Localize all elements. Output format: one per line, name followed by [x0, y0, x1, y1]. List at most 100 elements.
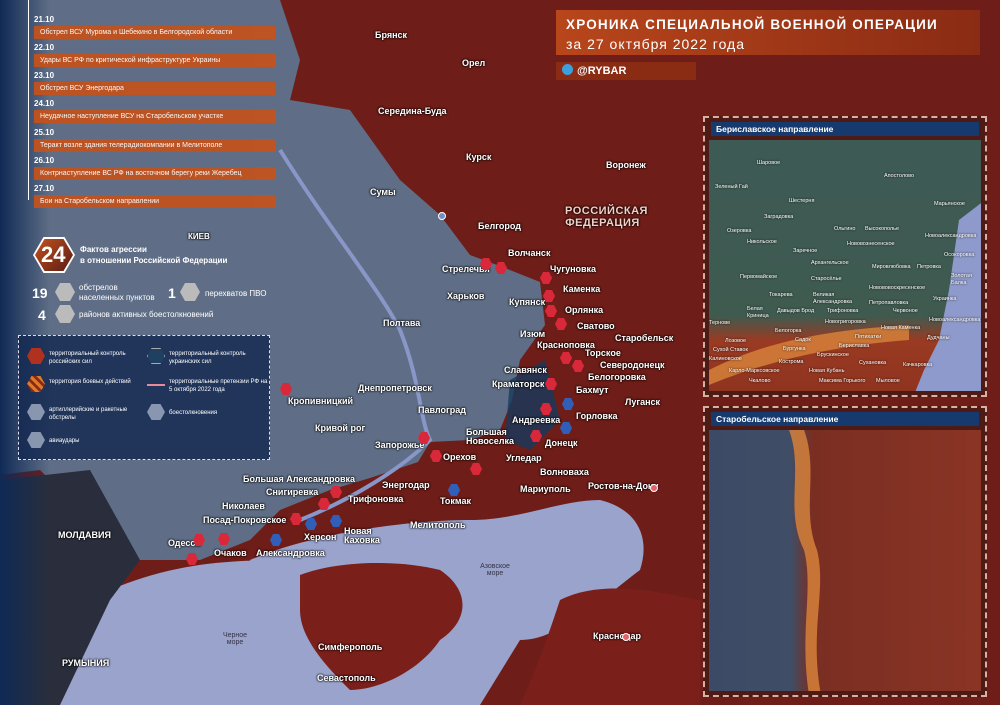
city-label: Энергодар	[382, 480, 430, 490]
clash-marker-icon[interactable]	[545, 305, 557, 317]
shelling-marker-icon[interactable]	[545, 378, 557, 390]
clash-marker-icon[interactable]	[560, 352, 572, 364]
brand-badge[interactable]: @RYBAR	[556, 62, 696, 80]
shelling-marker-icon[interactable]	[470, 463, 482, 475]
timeline-date: 27.10	[34, 184, 55, 193]
timeline-event: Бои на Старобельском направлении	[34, 195, 276, 208]
inset-label: Новоалександровка	[925, 233, 977, 239]
city-label: Волноваха	[540, 467, 589, 477]
inset-label: Высокополье	[865, 226, 900, 232]
inset-label: Карло-Марксовское	[729, 368, 780, 374]
inset-label: Великая Александровка	[813, 292, 853, 305]
city-label: Запорожье	[375, 440, 425, 450]
city-label: Новая Каховка	[344, 526, 380, 545]
inset-label: Брускинское	[817, 352, 849, 358]
black-sea-label: Черное море	[222, 632, 248, 646]
airstrike-marker-icon[interactable]	[305, 518, 317, 530]
city-label: Славянск	[504, 365, 547, 375]
timeline-item: 23.10 Обстрел ВСУ Энергодара	[16, 71, 276, 95]
lightning-icon	[55, 305, 75, 323]
azov-sea-label: Азовское море	[480, 563, 510, 577]
city-label: Очаков	[214, 548, 247, 558]
inset-label: Чкалово	[749, 378, 771, 384]
header-banner: ХРОНИКА СПЕЦИАЛЬНОЙ ВОЕННОЙ ОПЕРАЦИИ за …	[556, 10, 980, 55]
inset-label: Нововознесенское	[847, 241, 895, 247]
air-defense-marker-icon[interactable]	[193, 534, 205, 546]
inset-label: Давыдов Брод	[777, 308, 815, 314]
inset-label: Шестерня	[789, 198, 815, 204]
inset-label: Зеленый Гай	[715, 184, 748, 190]
shelling-marker-icon[interactable]	[330, 486, 342, 498]
city-label: Кривой рог	[315, 423, 366, 433]
city-label: Посад-Покровское	[203, 515, 287, 525]
shelling-marker-icon[interactable]	[430, 450, 442, 462]
airstrike-marker-icon[interactable]	[448, 484, 460, 496]
airstrike-marker-icon[interactable]	[270, 534, 282, 546]
airstrike-marker-icon[interactable]	[560, 422, 572, 434]
lightning-icon	[147, 404, 165, 420]
timeline-item: 24.10 Неудачное наступление ВСУ на Староб…	[16, 99, 276, 123]
inset-label: Старосёлье	[811, 276, 842, 282]
inset-label: Петропавловка	[869, 300, 909, 306]
city-label: Орлянка	[565, 305, 604, 315]
legend-combat: территория боевых действий	[49, 379, 131, 385]
shelling-marker-icon[interactable]	[540, 403, 552, 415]
legend-claims: территориальные претензии РФ на 5 октябр…	[169, 379, 268, 393]
inset-label: Садок	[795, 337, 811, 343]
inset-label: Дудчаны	[927, 335, 950, 341]
total-label-1: Фактов агрессии	[80, 245, 147, 254]
shelling-marker-icon[interactable]	[290, 513, 302, 525]
inset-label: Бериславка	[839, 343, 870, 349]
inset-label: Качкаровка	[903, 362, 933, 368]
shelling-marker-icon[interactable]	[543, 290, 555, 302]
city-label: Днепропетровск	[358, 383, 432, 393]
air-defense-marker-icon[interactable]	[280, 383, 292, 395]
city-label: Середина-Буда	[378, 106, 447, 116]
shelling-marker-icon[interactable]	[186, 553, 198, 565]
air-defense-marker-icon[interactable]	[218, 533, 230, 545]
airstrike-marker-icon[interactable]	[562, 398, 574, 410]
city-label: Севастополь	[317, 673, 376, 683]
air-defense-icon	[180, 283, 200, 301]
city-label: Мелитополь	[410, 520, 466, 530]
inset-berislav: Бериславское направление Шаровое Апостол…	[703, 116, 987, 397]
city-label: Александровка	[256, 548, 325, 558]
romania-label: РУМЫНИЯ	[62, 658, 110, 668]
shelling-marker-icon[interactable]	[480, 258, 492, 270]
clashes-count: 4	[38, 307, 46, 323]
shelling-marker-icon[interactable]	[555, 318, 567, 330]
city-label: Донецк	[545, 438, 578, 448]
city-label: Николаев	[222, 501, 265, 511]
air-defense-count: 1	[168, 285, 176, 301]
inset-label: Трифоновка	[827, 308, 859, 314]
city-dot	[438, 212, 446, 220]
air-defense-label: перехватов ПВО	[205, 289, 267, 298]
inset-label: Ольгино	[834, 226, 856, 232]
inset-label: Бургунка	[783, 346, 806, 352]
crimea	[300, 563, 463, 690]
inset-title: Бериславское направление	[711, 122, 979, 136]
legend-clashes: боестолкновения	[169, 410, 218, 416]
inset-label: Лозовое	[725, 338, 747, 344]
shelling-marker-icon[interactable]	[318, 498, 330, 510]
total-label-2: в отношении Российской Федерации	[80, 256, 228, 265]
shelling-marker-icon[interactable]	[540, 272, 552, 284]
city-label: Херсон	[304, 532, 337, 542]
inset-label: Кострома	[779, 359, 804, 365]
moldova-label: МОЛДАВИЯ	[58, 530, 111, 540]
brand-name: @RYBAR	[577, 65, 627, 77]
inset-label: Новоалександровка	[929, 317, 981, 323]
inset-map	[709, 430, 981, 691]
legend-ua-control: территориальный контроль украинских сил	[169, 351, 246, 365]
timeline-item: 22.10 Удары ВС РФ по критической инфрастр…	[16, 43, 276, 67]
shelling-marker-icon[interactable]	[495, 262, 507, 274]
airstrike-marker-icon[interactable]	[330, 515, 342, 527]
shelling-marker-icon[interactable]	[530, 430, 542, 442]
timeline-event: Обстрел ВСУ Энергодара	[34, 82, 276, 95]
clash-marker-icon[interactable]	[572, 360, 584, 372]
timeline-event: Контрнаступление ВС РФ на восточном бере…	[34, 167, 276, 180]
city-label: Андреевка	[512, 415, 561, 425]
city-label: Полтава	[383, 318, 421, 328]
shelling-marker-icon[interactable]	[418, 432, 430, 444]
inset-label: Мировлюбовка	[872, 264, 911, 270]
